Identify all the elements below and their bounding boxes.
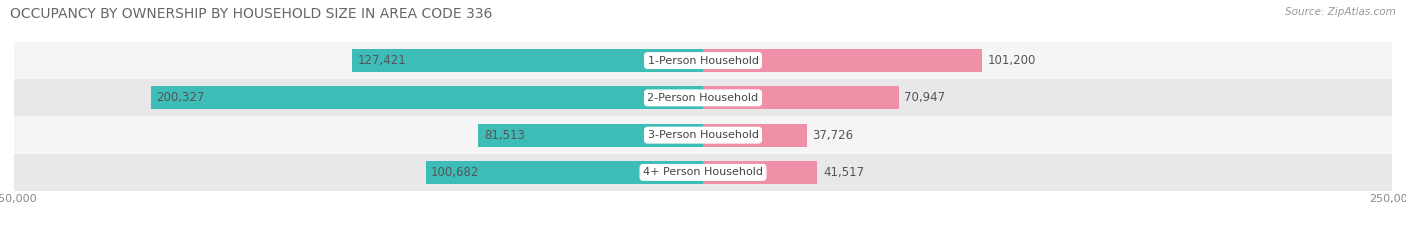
Bar xyxy=(352,49,703,72)
Bar xyxy=(14,154,1392,191)
Bar xyxy=(703,161,817,184)
Bar xyxy=(478,123,703,147)
Text: 101,200: 101,200 xyxy=(987,54,1036,67)
Text: Source: ZipAtlas.com: Source: ZipAtlas.com xyxy=(1285,7,1396,17)
Text: 1-Person Household: 1-Person Household xyxy=(648,56,758,65)
Text: 41,517: 41,517 xyxy=(823,166,865,179)
Text: 70,947: 70,947 xyxy=(904,91,945,104)
Bar xyxy=(703,123,807,147)
Text: 100,682: 100,682 xyxy=(432,166,479,179)
Text: 200,327: 200,327 xyxy=(156,91,205,104)
Text: 2-Person Household: 2-Person Household xyxy=(647,93,759,103)
Bar xyxy=(14,79,1392,116)
Bar xyxy=(14,116,1392,154)
Text: OCCUPANCY BY OWNERSHIP BY HOUSEHOLD SIZE IN AREA CODE 336: OCCUPANCY BY OWNERSHIP BY HOUSEHOLD SIZE… xyxy=(10,7,492,21)
Text: 127,421: 127,421 xyxy=(357,54,406,67)
Bar xyxy=(14,42,1392,79)
Bar xyxy=(703,49,981,72)
Text: 3-Person Household: 3-Person Household xyxy=(648,130,758,140)
Text: 81,513: 81,513 xyxy=(484,129,524,142)
Text: 4+ Person Household: 4+ Person Household xyxy=(643,168,763,177)
Bar xyxy=(426,161,703,184)
Bar xyxy=(703,86,898,110)
Bar xyxy=(150,86,703,110)
Text: 37,726: 37,726 xyxy=(813,129,853,142)
